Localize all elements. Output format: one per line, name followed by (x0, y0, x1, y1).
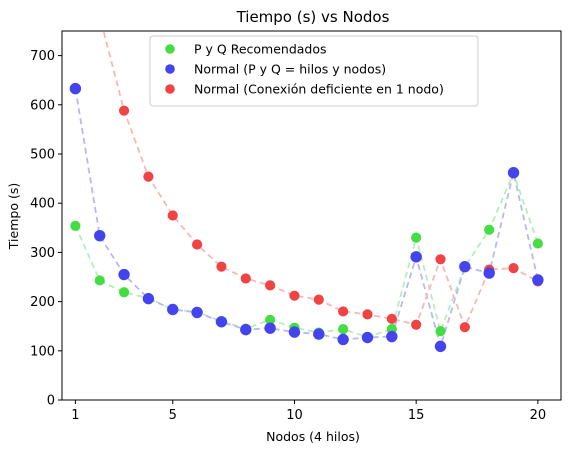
legend-marker (165, 44, 175, 54)
data-point-1 (532, 274, 544, 286)
data-point-2 (191, 239, 203, 250)
data-point-1 (191, 306, 203, 319)
data-point-2 (411, 319, 422, 330)
chart-title: Tiempo (s) vs Nodos (236, 8, 390, 26)
data-point-1 (142, 292, 155, 305)
data-point-2 (118, 105, 130, 116)
data-point-1 (483, 267, 495, 279)
y-tick-label: 300 (30, 246, 55, 261)
legend-entries: P y Q Recomendados Normal (P y Q = hilos … (165, 42, 444, 97)
legend-marker (165, 64, 175, 74)
data-point-1 (507, 166, 520, 179)
series-markers (69, 82, 544, 353)
data-point-2 (240, 273, 251, 284)
data-point-2 (508, 263, 519, 274)
y-tick-label: 400 (30, 197, 55, 212)
data-point-1 (215, 316, 228, 328)
data-point-1 (386, 330, 398, 343)
y-tick-label: 200 (30, 295, 55, 310)
data-point-1 (410, 251, 422, 263)
data-point-2 (435, 254, 446, 265)
legend-box (149, 35, 479, 107)
y-tick-label: 700 (30, 49, 55, 64)
y-tick-label: 100 (30, 344, 55, 359)
plot-area (61, 30, 562, 401)
legend-marker (165, 84, 175, 94)
data-point-1 (94, 229, 106, 242)
data-point-1 (69, 82, 82, 95)
data-point-2 (386, 313, 397, 324)
plot-frame (61, 30, 562, 401)
legend: P y Q Recomendados Normal (P y Q = hilos … (149, 35, 479, 107)
series-line-1 (74, 88, 539, 350)
x-tick-label: 1 (71, 408, 79, 423)
data-point-1 (264, 322, 276, 334)
data-point-1 (337, 333, 349, 346)
data-point-1 (240, 323, 252, 336)
data-point-2 (167, 210, 178, 221)
data-point-0 (435, 326, 446, 337)
data-point-1 (167, 303, 179, 316)
data-point-0 (94, 275, 105, 286)
x-tick-label: 10 (286, 408, 303, 423)
data-point-1 (361, 331, 374, 344)
series-line-0 (74, 170, 539, 338)
y-axis-label: Tiempo (s) (6, 183, 21, 250)
legend-label: Normal (P y Q = hilos y nodos) (194, 62, 386, 77)
data-point-0 (411, 232, 422, 243)
series-line-2 (102, 31, 539, 330)
legend-label: Normal (Conexión deficiente en 1 nodo) (194, 82, 444, 97)
data-point-2 (362, 309, 373, 320)
x-axis-label: Nodos (4 hilos) (266, 429, 360, 444)
x-tick-label: 15 (408, 408, 425, 423)
y-tick-label: 600 (30, 98, 55, 113)
data-point-0 (532, 238, 543, 249)
data-point-2 (265, 280, 276, 291)
data-point-0 (118, 287, 130, 298)
data-point-2 (459, 322, 470, 333)
y-tick-label: 0 (47, 394, 55, 409)
data-point-1 (459, 260, 471, 273)
data-point-2 (313, 294, 324, 305)
data-point-2 (216, 261, 227, 272)
data-point-2 (289, 290, 300, 301)
data-point-2 (143, 171, 154, 182)
x-tick-label: 20 (530, 408, 547, 423)
data-point-2 (338, 306, 349, 317)
data-point-1 (434, 340, 447, 353)
legend-label: P y Q Recomendados (194, 42, 327, 57)
y-tick-label: 500 (30, 148, 55, 163)
data-point-0 (70, 220, 81, 231)
data-point-0 (338, 324, 349, 335)
data-point-0 (484, 224, 495, 235)
data-point-1 (118, 268, 130, 281)
y-axis: 0 100 200 300 400 500 600 700 (30, 49, 62, 409)
x-tick-label: 5 (169, 408, 177, 423)
x-axis: 1 5 10 15 20 (71, 400, 546, 423)
data-point-1 (313, 328, 325, 340)
data-point-1 (288, 326, 301, 338)
